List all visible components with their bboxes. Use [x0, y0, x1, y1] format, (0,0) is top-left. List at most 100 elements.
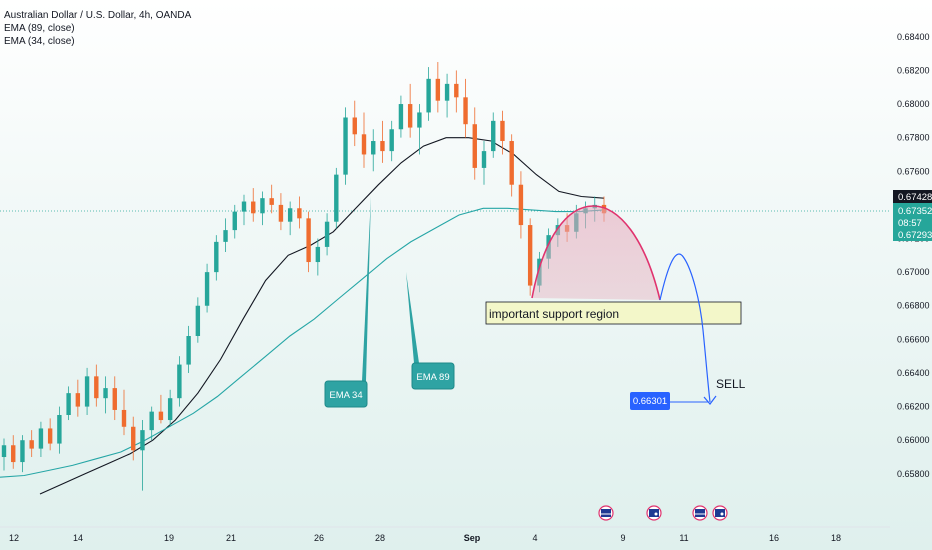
candle-bullish: [481, 151, 487, 168]
candle-bullish: [444, 83, 450, 101]
candle-bullish: [140, 430, 145, 451]
countdown-label: 08:57: [898, 218, 922, 229]
ema34-callout-box[interactable]: [324, 380, 368, 408]
candle-bearish: [306, 218, 311, 263]
candle-bullish: [214, 241, 219, 273]
sell-label: SELL: [716, 377, 746, 391]
candle-bearish: [472, 124, 477, 168]
time-tick-label: 16: [769, 533, 779, 543]
candle-bullish: [177, 364, 182, 399]
candle-bearish: [435, 78, 441, 101]
price-tick-label: 0.68000: [897, 99, 930, 109]
target-price-box[interactable]: [630, 392, 670, 410]
candle-bullish: [241, 201, 247, 212]
indicator-ema-34[interactable]: EMA (34, close): [4, 36, 75, 47]
candle-bearish: [251, 201, 256, 214]
price-axis[interactable]: 0.68400 0.68200 0.68000 0.67800 0.67600 0.672…: [897, 32, 930, 479]
time-tick-label: 26: [314, 533, 324, 543]
candle-bearish: [47, 428, 53, 444]
candle-bearish: [94, 376, 99, 399]
candle-bullish: [186, 336, 191, 365]
candle-bearish: [352, 117, 357, 135]
price-tag-high-label: 0.67428: [898, 192, 932, 203]
candle-bearish: [297, 208, 302, 219]
ema34-callout-label: EMA 34: [329, 390, 362, 401]
candle-bullish: [287, 208, 293, 222]
projection-arrowhead: [703, 395, 717, 405]
chart-legend: Australian Dollar / U.S. Dollar, 4h, OAN…: [4, 9, 191, 48]
candle-bearish: [278, 204, 284, 222]
candle-bullish: [389, 129, 394, 152]
time-tick-label: 9: [620, 533, 625, 543]
candle-bearish: [380, 141, 385, 152]
ema34-callout[interactable]: [362, 196, 371, 381]
candle-bullish: [195, 305, 201, 336]
time-axis[interactable]: 12 14 19 21 26 28 Sep 4 9 11 16 18: [9, 533, 841, 543]
candle-bearish: [158, 411, 164, 421]
time-tick-label: Sep: [464, 533, 481, 543]
candle-bearish: [11, 445, 16, 463]
ema89-callout-label: EMA 89: [416, 372, 449, 383]
price-tick-label: 0.67000: [897, 267, 930, 277]
candle-bullish: [1, 445, 7, 458]
candle-bullish: [232, 211, 237, 231]
candle-bullish: [324, 221, 330, 247]
candle-bullish: [167, 398, 173, 421]
indicator-ema-89[interactable]: EMA (89, close): [4, 23, 75, 34]
candle-bullish: [204, 272, 210, 306]
candle-bearish: [454, 83, 459, 98]
price-tag-low-label: 0.67293: [898, 230, 932, 241]
time-tick-label: 28: [375, 533, 385, 543]
candle-bullish: [57, 415, 62, 444]
price-tick-label: 0.65800: [897, 469, 930, 479]
candle-bullish: [426, 78, 431, 113]
candle-bullish: [491, 120, 496, 152]
support-region-label: important support region: [489, 307, 619, 321]
candle-bullish: [149, 411, 154, 431]
candle-bearish: [500, 120, 505, 142]
ema89-callout[interactable]: [406, 272, 419, 363]
target-price-label: 0.66301: [633, 396, 667, 407]
price-tick-label: 0.66400: [897, 368, 930, 378]
candle-bearish: [269, 198, 274, 205]
candle-bullish: [38, 428, 44, 449]
symbol-title[interactable]: Australian Dollar / U.S. Dollar, 4h, OAN…: [4, 10, 192, 21]
price-tag-high: [893, 190, 932, 203]
ema89-callout-box[interactable]: [411, 362, 455, 390]
candle-bullish: [417, 112, 422, 128]
price-tags: 0.67428 0.67352 08:57 0.67293: [893, 190, 932, 241]
projection-path: [659, 253, 711, 403]
candle-bearish: [407, 104, 413, 128]
price-tick-label: 0.68400: [897, 32, 930, 42]
candle-bullish: [103, 388, 108, 399]
candle-bullish: [371, 141, 376, 155]
price-tag-current-label: 0.67352: [898, 206, 932, 217]
time-tick-label: 14: [73, 533, 83, 543]
candle-bearish: [121, 409, 127, 427]
price-tick-label: 0.67800: [897, 133, 930, 143]
candle-bullish: [315, 246, 321, 263]
candle-bearish: [112, 388, 117, 410]
candle-bullish: [398, 104, 404, 130]
support-region-box[interactable]: [485, 301, 742, 325]
rounded-top-pattern: [532, 205, 660, 300]
candle-bearish: [131, 426, 136, 451]
candle-bullish: [343, 117, 348, 175]
time-tick-label: 19: [164, 533, 174, 543]
candle-bearish: [518, 184, 524, 226]
candle-bullish: [260, 198, 265, 214]
price-tick-label: 0.66200: [897, 402, 930, 412]
price-tag-current: [893, 203, 932, 241]
candle-bearish: [509, 141, 514, 185]
event-flags[interactable]: [598, 505, 728, 521]
candle-bullish: [66, 393, 71, 415]
time-tick-label: 21: [226, 533, 236, 543]
candle-bullish: [334, 174, 339, 222]
candle-bearish: [361, 134, 367, 155]
price-tick-label: 0.66000: [897, 435, 930, 445]
candle-bearish: [29, 440, 34, 449]
price-tick-label: 0.68200: [897, 65, 930, 75]
candle-bullish: [20, 440, 25, 463]
price-tick-label: 0.66800: [897, 301, 930, 311]
